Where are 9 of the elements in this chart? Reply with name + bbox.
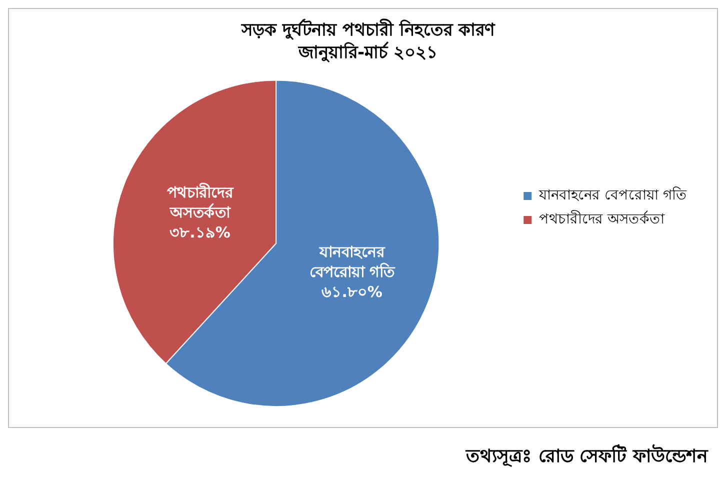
data-label: ৬১.৮০%: [322, 282, 382, 301]
legend-label: যানবাহনের বেপরোয়া গতি: [538, 186, 688, 204]
text: তথ্যসূত্রঃ রোড সেফটি ফাউন্ডেশন: [464, 443, 710, 469]
slice-label: যানবাহনের বেপরোয়া গতি: [309, 242, 396, 281]
slice-label: পথচারীদের অসতর্কতা: [167, 182, 234, 222]
chart-title: সড়ক দুর্ঘটনায় পথচারী নিহতের কারণ: [240, 18, 496, 41]
data-label: ৩৮.১৯%: [170, 224, 230, 242]
legend-label: পথচারীদের অসতর্কতা: [539, 210, 666, 228]
chart-subtitle: জানুয়ারি-মার্চ ২০২১: [298, 41, 438, 64]
